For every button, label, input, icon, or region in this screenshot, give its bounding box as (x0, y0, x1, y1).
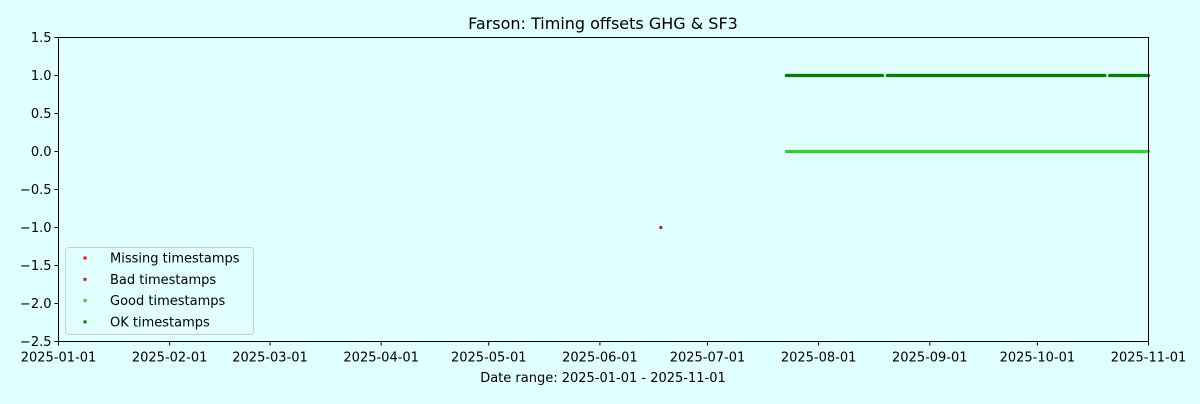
legend-marker (83, 277, 87, 281)
legend-label: Missing timestamps (110, 252, 240, 267)
data-marks (659, 73, 1151, 230)
axes-ticks: 1.5 1.0 0.5 0.0 −0.5 −1.0 −1.5 −2.0 −2.52025-01-… (20, 31, 1186, 366)
x-tick-label: 2025-04-01 (343, 351, 419, 366)
x-tick-label: 2025-07-01 (670, 351, 746, 366)
series-1 (659, 225, 663, 230)
data-point (659, 225, 663, 230)
legend-label: Good timestamps (110, 294, 225, 309)
x-tick-label: 2025-11-01 (1111, 351, 1187, 366)
y-tick-label: 1.0 (31, 69, 52, 84)
x-tick-label: 2025-05-01 (451, 351, 527, 366)
series-3 (784, 73, 1151, 78)
y-tick-label: 0.0 (31, 145, 52, 160)
legend-label: OK timestamps (110, 315, 210, 330)
y-tick-label: 0.5 (31, 107, 52, 122)
x-tick-label: 2025-03-01 (232, 351, 308, 366)
legend: Missing timestamps Bad timestamps Good tim… (65, 247, 254, 335)
legend-label: Bad timestamps (110, 273, 216, 288)
legend-marker (83, 299, 87, 303)
data-point (880, 73, 885, 78)
x-tick-label: 2025-09-01 (892, 351, 968, 366)
y-tick-label: −1.5 (20, 259, 52, 274)
y-tick-label: 1.5 (31, 31, 52, 46)
y-tick-label: −1.0 (20, 221, 52, 236)
x-tick-label: 2025-06-01 (562, 351, 638, 366)
legend-marker (83, 256, 87, 260)
x-tick-label: 2025-10-01 (1000, 351, 1076, 366)
series-2 (784, 149, 1151, 154)
y-tick-label: −2.5 (20, 335, 52, 350)
y-tick-label: −0.5 (20, 183, 52, 198)
x-tick-label: 2025-08-01 (781, 351, 857, 366)
data-point (1103, 73, 1107, 78)
chart-title: Farson: Timing offsets GHG & SF3 (468, 14, 738, 33)
y-tick-label: −2.0 (20, 297, 52, 312)
x-tick-label: 2025-01-01 (21, 351, 97, 366)
x-axis-label: Date range: 2025-01-01 - 2025-11-01 (480, 371, 726, 386)
x-tick-label: 2025-02-01 (132, 351, 208, 366)
plot-frame (58, 37, 1149, 342)
legend-box (65, 247, 254, 335)
legend-marker (83, 320, 87, 324)
